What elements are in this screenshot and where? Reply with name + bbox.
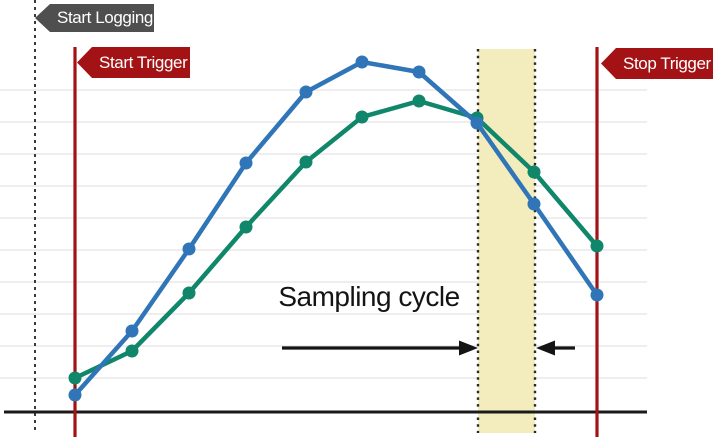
series-green-point [590, 239, 604, 253]
series-green-point [68, 371, 82, 385]
series-green-point [182, 286, 196, 300]
stop-trigger-flag: Stop Trigger [601, 48, 713, 79]
series-green-point [239, 220, 253, 234]
start-logging-flag: Start Logging [35, 4, 154, 32]
series-blue-point [590, 288, 604, 302]
series-green-line [72, 98, 600, 381]
series-blue-point [239, 156, 253, 170]
series-green-point [412, 94, 426, 108]
series-blue-point [182, 242, 196, 256]
series-green-point [299, 155, 313, 169]
series-blue-line [72, 59, 600, 398]
sampling-cycle-band [478, 49, 535, 433]
series-blue-point [125, 324, 139, 338]
sampling-arrowhead-left-pointing [536, 340, 555, 356]
series-blue-point [527, 197, 541, 211]
sampling-cycle-label: Sampling cycle [278, 281, 460, 312]
start-trigger-flag: Start Trigger [77, 47, 190, 78]
series-green-point [125, 344, 139, 358]
series-blue-point [68, 388, 82, 402]
series-blue-point [412, 65, 426, 79]
series-green-point [527, 165, 541, 179]
sampling-arrowhead-right-pointing [459, 340, 478, 356]
start-trigger-label: Start Trigger [99, 52, 188, 72]
start-logging-label: Start Logging [57, 8, 153, 27]
series-blue-point [299, 85, 313, 99]
series-green-point [355, 110, 369, 124]
stop-trigger-label: Stop Trigger [623, 53, 711, 73]
series-blue-point [470, 116, 484, 130]
series-blue-point [355, 55, 369, 69]
